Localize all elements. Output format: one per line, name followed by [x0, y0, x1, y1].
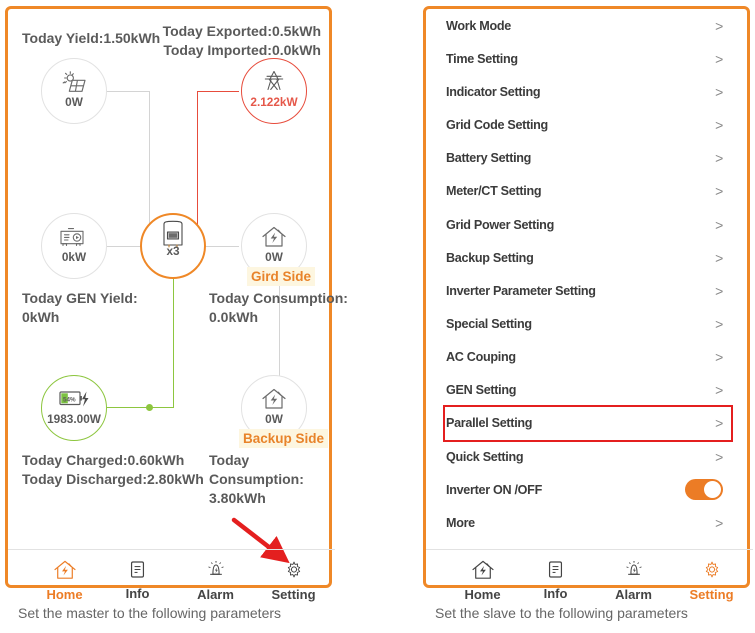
svg-text:54%: 54%	[63, 397, 76, 404]
